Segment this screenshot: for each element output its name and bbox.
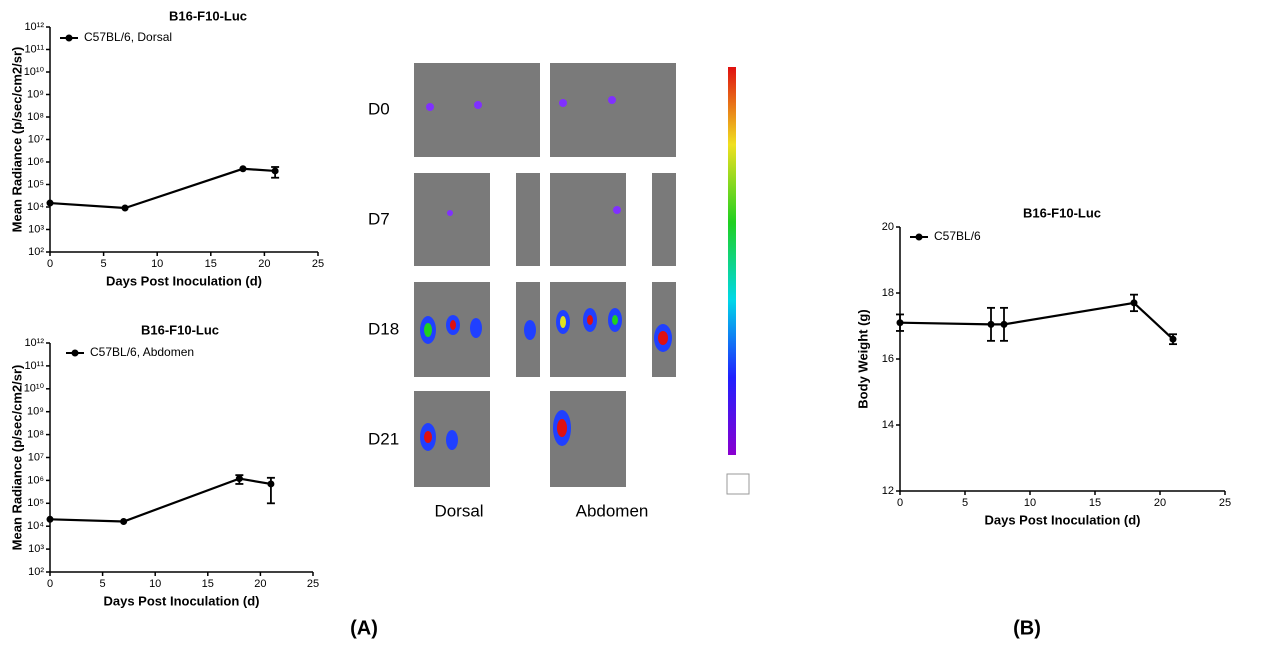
y-tick-label: 10⁴ — [27, 201, 44, 213]
y-tick-label: 10⁶ — [27, 156, 44, 168]
y-tick-label: 16 — [882, 353, 894, 365]
x-tick-label: 10 — [151, 258, 163, 270]
x-tick-label: 0 — [897, 497, 903, 509]
y-tick-label: 10³ — [28, 223, 44, 235]
x-tick-label: 5 — [100, 578, 106, 590]
y-tick-label: 10² — [28, 566, 44, 578]
y-tick-label: 10¹⁰ — [24, 66, 45, 78]
y-tick-label: 10⁹ — [27, 406, 44, 418]
y-tick-label: 10¹¹ — [24, 360, 44, 372]
y-tick-label: 10⁵ — [27, 178, 44, 190]
legend-marker — [71, 349, 79, 357]
data-point — [46, 515, 54, 523]
x-tick-label: 15 — [202, 578, 214, 590]
imaging-panel: D0 D7 D18 D21 Dorsal Abdomen — [368, 63, 750, 520]
x-tick-label: 10 — [1024, 497, 1036, 509]
legend-label: C57BL/6, Dorsal — [84, 30, 172, 44]
x-tick-label: 20 — [258, 258, 270, 270]
data-point — [239, 165, 247, 173]
y-tick-label: 10⁷ — [28, 133, 44, 145]
data-point — [1130, 299, 1138, 307]
data-point — [235, 475, 243, 483]
signal-spots — [420, 96, 672, 451]
x-axis-label: Days Post Inoculation (d) — [106, 273, 262, 288]
day-label: D0 — [368, 99, 390, 118]
panel-label: (B) — [1013, 617, 1041, 639]
y-axis-label: Mean Radiance (p/sec/cm2/sr) — [9, 47, 24, 233]
mouse-images — [414, 63, 676, 487]
y-tick-label: 10⁶ — [27, 474, 44, 486]
day-label: D21 — [368, 429, 399, 448]
x-axis-label: Days Post Inoculation (d) — [103, 593, 259, 608]
scale-box — [726, 473, 750, 495]
y-axis-label: Mean Radiance (p/sec/cm2/sr) — [9, 365, 24, 551]
day-label: D18 — [368, 319, 399, 338]
data-point — [46, 199, 54, 207]
view-label: Dorsal — [434, 501, 483, 520]
y-tick-label: 14 — [882, 419, 894, 431]
x-tick-label: 20 — [1154, 497, 1166, 509]
y-tick-label: 12 — [882, 485, 894, 497]
data-point — [267, 480, 275, 488]
data-point — [1169, 335, 1177, 343]
x-tick-label: 25 — [307, 578, 319, 590]
legend-marker — [65, 34, 73, 42]
color-scale — [728, 67, 736, 455]
y-tick-label: 10¹¹ — [24, 43, 44, 55]
x-tick-label: 10 — [149, 578, 161, 590]
legend-marker — [915, 233, 923, 241]
y-tick-label: 10⁸ — [27, 429, 44, 441]
y-tick-label: 20 — [882, 221, 894, 233]
x-tick-label: 15 — [205, 258, 217, 270]
y-tick-label: 10³ — [28, 543, 44, 555]
y-tick-label: 10¹² — [24, 337, 44, 349]
legend-label: C57BL/6 — [934, 229, 981, 243]
x-tick-label: 5 — [962, 497, 968, 509]
day-label: D7 — [368, 209, 390, 228]
x-tick-label: 20 — [254, 578, 266, 590]
y-axis-label: Body Weight (g) — [855, 309, 870, 408]
series-line — [49, 167, 276, 210]
series-line — [899, 301, 1174, 341]
y-tick-label: 10⁸ — [27, 111, 44, 123]
data-point — [271, 167, 279, 175]
legend-label: C57BL/6, Abdomen — [90, 345, 194, 359]
data-point — [1000, 320, 1008, 328]
chart-title: B16-F10-Luc — [141, 322, 219, 337]
x-axis-label: Days Post Inoculation (d) — [984, 512, 1140, 527]
x-tick-label: 5 — [101, 258, 107, 270]
data-point — [121, 204, 129, 212]
x-tick-label: 25 — [1219, 497, 1231, 509]
y-tick-label: 10⁵ — [27, 497, 44, 509]
x-tick-label: 0 — [47, 258, 53, 270]
y-tick-label: 10¹² — [24, 21, 44, 33]
data-point — [120, 518, 128, 526]
chart-title: B16-F10-Luc — [1023, 205, 1101, 220]
x-tick-label: 0 — [47, 578, 53, 590]
y-tick-label: 18 — [882, 287, 894, 299]
panel-label: (A) — [350, 617, 378, 639]
view-label: Abdomen — [576, 501, 649, 520]
y-tick-label: 10⁹ — [27, 88, 44, 100]
x-tick-label: 25 — [312, 258, 324, 270]
chart-title: B16-F10-Luc — [169, 8, 247, 23]
y-tick-label: 10⁴ — [27, 520, 44, 532]
series-line — [49, 477, 272, 523]
y-tick-label: 10¹⁰ — [24, 383, 45, 395]
x-tick-label: 15 — [1089, 497, 1101, 509]
y-tick-label: 10⁷ — [28, 451, 44, 463]
data-point — [896, 319, 904, 327]
y-tick-label: 10² — [28, 246, 44, 258]
data-point — [987, 320, 995, 328]
